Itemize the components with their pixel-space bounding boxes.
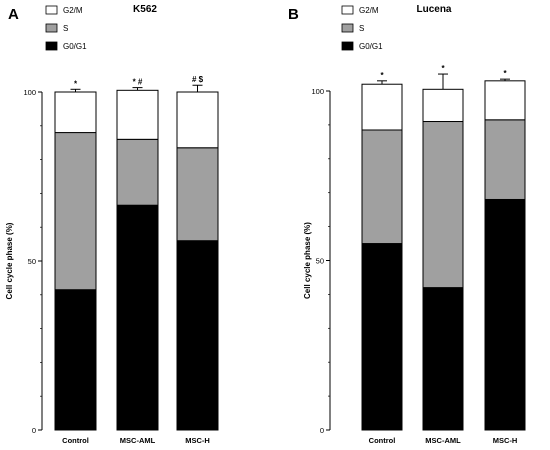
y-tick-label: 50: [316, 257, 324, 266]
legend-label: G2/M: [359, 6, 379, 15]
x-category-label: MSC-AML: [425, 436, 461, 445]
significance-mark: *: [380, 71, 384, 80]
significance-mark: # $: [192, 75, 204, 84]
x-category-label: Control: [369, 436, 396, 445]
legend-label: S: [63, 24, 68, 33]
bar-segment: [361, 243, 403, 431]
legend-label: G0/G1: [359, 42, 383, 51]
panel-title: Lucena: [416, 4, 451, 15]
bar-segment: [176, 240, 219, 431]
x-category-label: MSC-H: [493, 436, 518, 445]
bar-segment: [176, 147, 219, 242]
x-category-label: Control: [62, 436, 89, 445]
y-axis-label: Cell cycle phase (%): [5, 222, 14, 299]
bar-segment: [54, 132, 97, 291]
y-axis-label: Cell cycle phase (%): [303, 222, 312, 299]
x-category-label: MSC-AML: [120, 436, 156, 445]
bar-segment: [176, 91, 219, 149]
y-tick-label: 50: [28, 257, 36, 266]
bar-segment: [484, 80, 526, 121]
significance-mark: *: [441, 64, 445, 73]
legend-label: G0/G1: [63, 42, 87, 51]
y-tick-label: 100: [311, 87, 324, 96]
bar-segment: [361, 83, 403, 131]
legend-swatch: [45, 23, 58, 33]
bar-segment: [422, 88, 464, 123]
legend-label: G2/M: [63, 6, 83, 15]
bar-segment: [422, 121, 464, 289]
panel-letter: B: [288, 6, 299, 23]
legend-swatch: [341, 23, 354, 33]
bar-segment: [484, 119, 526, 200]
significance-mark: * #: [133, 78, 143, 87]
legend-swatch: [45, 5, 58, 15]
legend-swatch: [341, 5, 354, 15]
bar-segment: [422, 287, 464, 431]
bar-segment: [116, 89, 159, 140]
bar-segment: [361, 129, 403, 245]
legend-swatch: [341, 41, 354, 51]
legend-swatch: [45, 41, 58, 51]
legend-label: S: [359, 24, 364, 33]
bar-segment: [116, 204, 159, 431]
significance-mark: *: [74, 79, 78, 88]
bar-segment: [484, 198, 526, 431]
bar-segment: [116, 138, 159, 206]
panel-letter: A: [8, 6, 19, 23]
bar-segment: [54, 91, 97, 134]
y-tick-label: 0: [320, 426, 324, 435]
y-tick-label: 100: [23, 88, 36, 97]
panel-title: K562: [133, 4, 157, 15]
x-category-label: MSC-H: [185, 436, 210, 445]
y-tick-label: 0: [32, 426, 36, 435]
bar-segment: [54, 289, 97, 431]
significance-mark: *: [503, 69, 507, 78]
